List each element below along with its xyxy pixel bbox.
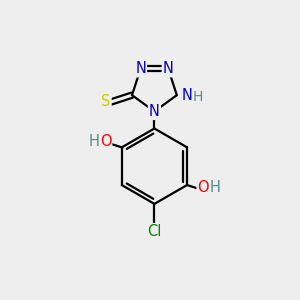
Text: S: S [101, 94, 111, 109]
Text: O: O [100, 134, 112, 149]
Text: N: N [181, 88, 192, 103]
Text: H: H [193, 90, 203, 104]
Text: Cl: Cl [147, 224, 162, 239]
Text: O: O [197, 181, 209, 196]
Text: N: N [135, 61, 146, 76]
Text: H: H [89, 134, 100, 149]
Text: H: H [209, 181, 220, 196]
Text: N: N [163, 61, 174, 76]
Text: N: N [149, 104, 160, 119]
